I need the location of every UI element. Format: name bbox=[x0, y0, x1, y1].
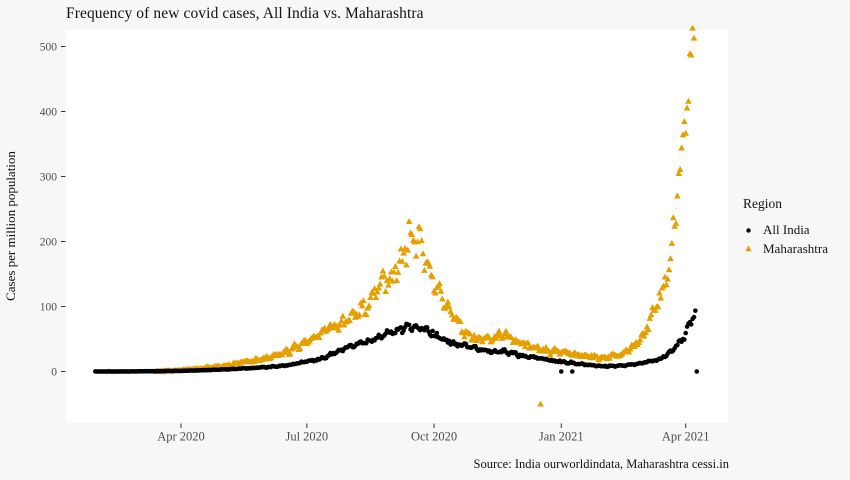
legend-title: Region bbox=[743, 196, 782, 211]
x-tick-label: Oct 2020 bbox=[411, 430, 457, 444]
chart-title: Frequency of new covid cases, All India … bbox=[66, 5, 424, 22]
legend-item-all-india: All India bbox=[741, 221, 828, 240]
x-tick-label: Jan 2021 bbox=[539, 430, 584, 444]
triangle-marker-icon bbox=[741, 241, 756, 256]
y-tick-label: 200 bbox=[40, 237, 58, 249]
x-tick-label: Jul 2020 bbox=[285, 430, 328, 444]
legend-triangle bbox=[745, 245, 752, 252]
legend-item-maharashtra: Maharashtra bbox=[741, 240, 828, 259]
legend: Region All India Maharashtra bbox=[741, 196, 828, 258]
legend-label-maharashtra: Maharashtra bbox=[763, 240, 828, 256]
y-tick-label: 0 bbox=[51, 367, 57, 379]
y-tick-label: 300 bbox=[40, 172, 58, 184]
x-tick-label: Apr 2021 bbox=[662, 430, 710, 444]
series-points-all-india bbox=[92, 308, 700, 374]
legend-label-all-india: All India bbox=[763, 222, 810, 238]
y-tick-label: 500 bbox=[40, 42, 58, 54]
circle-marker-icon bbox=[741, 223, 756, 238]
source-caption: Source: India ourworldindata, Maharashtr… bbox=[473, 457, 729, 471]
legend-dot bbox=[746, 228, 751, 233]
x-tick-label: Apr 2020 bbox=[157, 430, 205, 444]
y-axis-title: Cases per million population bbox=[3, 151, 18, 301]
y-tick-label: 400 bbox=[40, 107, 58, 119]
y-tick-label: 100 bbox=[40, 302, 58, 314]
